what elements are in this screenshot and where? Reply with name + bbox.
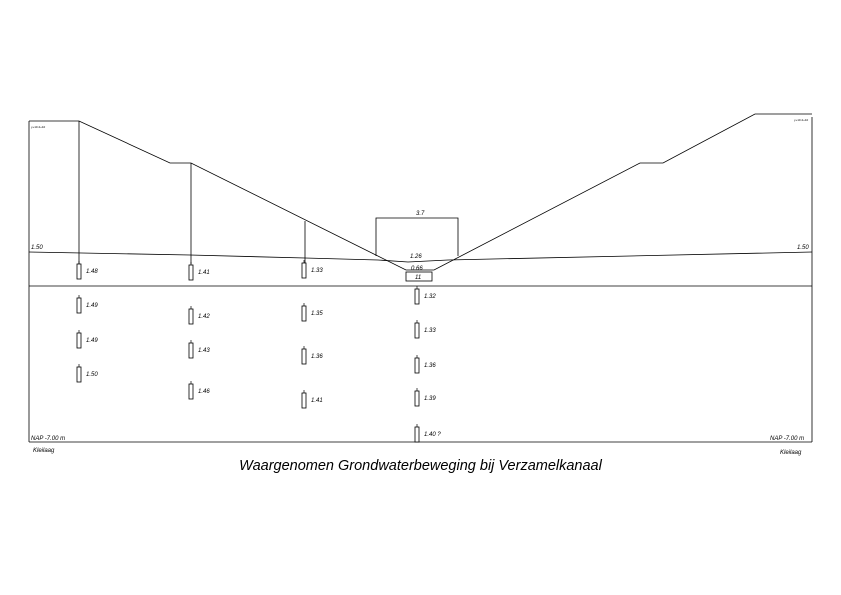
piezometer-reading: 1.42	[198, 314, 210, 320]
piezometer-filter	[76, 366, 82, 383]
piezometer-reading: 1.49	[86, 303, 98, 309]
layer-label-right: Kleilaag	[780, 450, 802, 456]
base-level-right: NAP -7.00 m	[770, 436, 804, 442]
piezometer-reading: 1.32	[424, 294, 436, 300]
piezometer-group: 1.48 1.49 1.49 1.50 1.41 1.42 1.43 1.46 1.33 1.35…	[76, 260, 441, 443]
piezometer-reading: 1.50	[86, 372, 98, 378]
piezometer-reading: 1.33	[311, 268, 323, 274]
piezometer-reading: 1.48	[86, 269, 98, 275]
piezometer-filter	[414, 322, 420, 339]
canal-bottom-width-label: 11	[415, 275, 421, 281]
piezometer-reading: 1.36	[424, 363, 436, 369]
piezometer-reading: 1.36	[311, 354, 323, 360]
piezometer-reading: 1.33	[424, 328, 436, 334]
piezometer-filter	[301, 348, 307, 365]
canal-bottom-level: 0.66	[411, 266, 423, 272]
corner-tag-left: y+10.4+10	[31, 125, 46, 129]
level-label-right: 1.50	[797, 245, 809, 251]
piezometer-reading: 1.43	[198, 348, 210, 354]
piezometer-filter	[414, 357, 420, 374]
ground-profile	[29, 113, 812, 271]
piezometer-reading: 1.41	[198, 270, 210, 276]
piezometer-filter	[76, 297, 82, 314]
piezometer-reading: 1.40 ?	[424, 432, 441, 438]
piezometer-filter	[188, 383, 194, 400]
piezometer-filter	[414, 288, 420, 305]
piezometer-filter	[301, 392, 307, 409]
piezometer-filter	[188, 264, 194, 281]
piezometer-filter	[188, 342, 194, 359]
base-level-left: NAP -7.00 m	[31, 436, 65, 442]
piezometer-reading: 1.41	[311, 398, 323, 404]
piezometer-filter	[188, 308, 194, 325]
piezometer-filter	[301, 305, 307, 322]
piezometer-reading: 1.35	[311, 311, 323, 317]
piezometer-filter	[76, 263, 82, 280]
piezometer-reading: 1.49	[86, 338, 98, 344]
water-table-line	[28, 251, 813, 263]
diagram-title: Waargenomen Grondwaterbeweging bij Verza…	[239, 458, 602, 474]
canal-width-dimension	[375, 217, 459, 256]
canal-width-label: 3.7	[416, 211, 425, 217]
piezometer-filter	[76, 332, 82, 349]
piezometer-reading: 1.39	[424, 396, 436, 402]
canal-bottom-dimension	[405, 271, 433, 282]
piezometer-filter	[414, 390, 420, 407]
piezometer-reading: 1.46	[198, 389, 210, 395]
layer-label-left: Kleilaag	[33, 448, 55, 454]
level-label-left: 1.50	[31, 245, 43, 251]
piezometer-filter	[301, 262, 307, 279]
corner-tag-right: y+10.4+10	[794, 118, 809, 122]
piezometer-filter	[414, 426, 420, 443]
canal-surface-level: 1.26	[410, 254, 422, 260]
